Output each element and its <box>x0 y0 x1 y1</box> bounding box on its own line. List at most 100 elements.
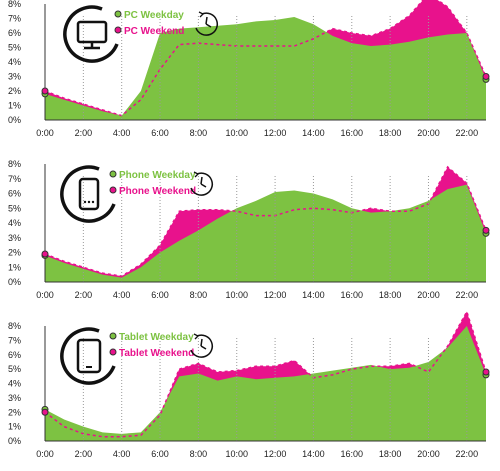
x-tick-label: 2:00 <box>75 128 93 138</box>
clock-hand <box>205 16 208 25</box>
legend-label-weekday: Tablet Weekday <box>119 332 194 343</box>
y-tick-label: 7% <box>8 174 21 184</box>
y-tick-label: 7% <box>8 335 21 345</box>
x-tick-label: 16:00 <box>341 290 364 300</box>
clock-arrow <box>193 171 200 178</box>
end-marker <box>41 87 49 95</box>
y-tick-label: 5% <box>8 203 21 213</box>
x-tick-label: 22:00 <box>456 290 479 300</box>
clock-arc <box>190 172 214 196</box>
clock-arc <box>190 334 214 358</box>
x-tick-label: 0:00 <box>36 449 54 459</box>
clock-hand <box>200 183 207 188</box>
end-marker <box>482 73 490 80</box>
legend-marker-weekend <box>109 348 117 356</box>
weekday-area <box>45 17 486 120</box>
clock-arrow <box>198 11 205 18</box>
x-tick-label: 10:00 <box>225 128 248 138</box>
x-tick-label: 22:00 <box>456 449 479 459</box>
phone-dot <box>91 200 95 204</box>
legend-label-weekday: Phone Weekday <box>119 170 196 181</box>
legend-label-weekday: PC Weekday <box>124 10 184 21</box>
monitor-icon <box>76 20 108 50</box>
x-tick-label: 12:00 <box>264 128 287 138</box>
x-tick-label: 18:00 <box>379 128 402 138</box>
y-tick-label: 1% <box>8 101 21 111</box>
x-tick-label: 4:00 <box>113 449 131 459</box>
y-tick-label: 5% <box>8 43 21 53</box>
clock-hand <box>200 176 203 185</box>
phone-dot <box>87 200 91 204</box>
weekend-line <box>44 165 487 277</box>
legend: PC Weekday PC Weekend <box>114 10 184 37</box>
legend-marker-weekend <box>114 26 122 34</box>
weekday-area <box>45 184 486 282</box>
y-tick-label: 8% <box>8 321 21 331</box>
x-tick-label: 14:00 <box>302 128 325 138</box>
end-marker <box>41 250 49 258</box>
clock-arc <box>195 12 219 36</box>
legend-marker-weekday <box>109 332 117 340</box>
y-tick-label: 0% <box>8 115 21 125</box>
y-tick-label: 2% <box>8 248 21 258</box>
x-tick-label: 2:00 <box>75 290 93 300</box>
x-tick-label: 6:00 <box>151 128 169 138</box>
phone-body <box>78 177 100 211</box>
y-tick-label: 3% <box>8 233 21 243</box>
legend-label-weekend: Phone Weekend <box>119 186 196 197</box>
legend: Tablet Weekday Tablet Weekend <box>109 332 194 359</box>
x-tick-label: 14:00 <box>302 290 325 300</box>
x-tick-label: 18:00 <box>379 290 402 300</box>
y-tick-label: 4% <box>8 218 21 228</box>
icon-ring <box>63 5 119 63</box>
phone-icon <box>78 177 100 211</box>
x-tick-label: 20:00 <box>417 290 440 300</box>
x-tick-label: 14:00 <box>302 449 325 459</box>
clock-hand <box>205 23 212 28</box>
x-tick-label: 6:00 <box>151 449 169 459</box>
icon-ring <box>60 327 116 385</box>
tablet-icon <box>76 338 102 374</box>
clock-icon <box>195 11 219 36</box>
legend-marker-weekday <box>109 170 117 178</box>
end-marker <box>482 368 490 376</box>
clock-arrow <box>193 333 200 340</box>
y-tick-label: 8% <box>8 0 21 9</box>
legend: Phone Weekday Phone Weekend <box>109 170 196 197</box>
y-tick-label: 3% <box>8 72 21 82</box>
x-tick-label: 22:00 <box>456 128 479 138</box>
weekend-line <box>44 0 487 117</box>
weekend-line <box>44 309 487 438</box>
y-tick-label: 0% <box>8 277 21 287</box>
y-tick-label: 1% <box>8 422 21 432</box>
clock-hand <box>200 338 203 347</box>
x-tick-label: 2:00 <box>75 449 93 459</box>
clock-hand <box>200 345 207 350</box>
y-tick-label: 7% <box>8 14 21 24</box>
x-tick-label: 16:00 <box>341 449 364 459</box>
y-tick-label: 5% <box>8 364 21 374</box>
weekday-area <box>45 326 486 441</box>
y-tick-label: 8% <box>8 159 21 169</box>
x-tick-label: 20:00 <box>417 128 440 138</box>
x-tick-label: 4:00 <box>113 128 131 138</box>
icon-ring <box>60 165 116 223</box>
legend-marker-weekend <box>109 186 117 194</box>
y-tick-label: 1% <box>8 262 21 272</box>
x-tick-label: 16:00 <box>341 128 364 138</box>
x-tick-label: 4:00 <box>113 290 131 300</box>
tablet-body <box>76 338 102 374</box>
chart-2: 0% 1% 2% 3% 4% 5% 6% 7% 8% 0:00 2:00 4:00 6:00 8:00 10… <box>8 159 490 300</box>
y-tick-label: 2% <box>8 86 21 96</box>
x-tick-label: 10:00 <box>225 290 248 300</box>
x-tick-label: 12:00 <box>264 449 287 459</box>
x-tick-label: 10:00 <box>225 449 248 459</box>
chart-3: 0% 1% 2% 3% 4% 5% 6% 7% 8% 0:00 2:00 4:00 6:00 8:00 10… <box>8 309 490 459</box>
y-tick-label: 6% <box>8 350 21 360</box>
x-tick-label: 18:00 <box>379 449 402 459</box>
legend-marker-weekday <box>114 10 122 18</box>
x-tick-label: 8:00 <box>190 128 208 138</box>
end-marker <box>41 408 49 416</box>
monitor-screen <box>76 20 108 44</box>
